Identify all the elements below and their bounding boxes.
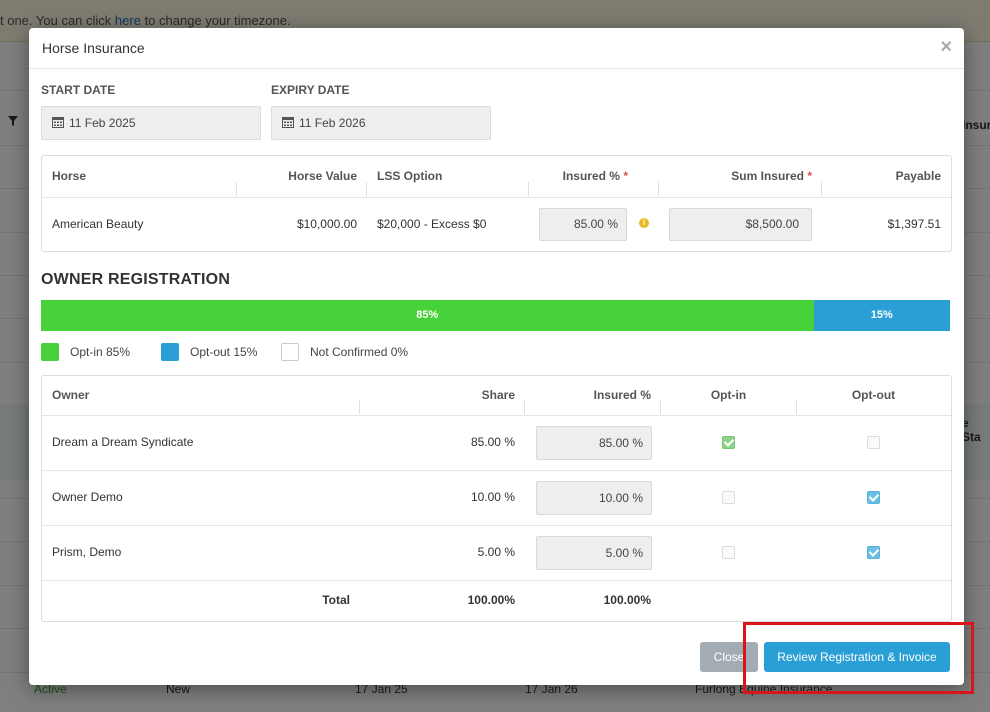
owner-name: Owner Demo [52,490,123,504]
horse-insurance-modal: Horse Insurance × START DATE 11 Feb 2025… [29,28,964,685]
owner-insured-pct-input[interactable]: 85.00 % [536,426,652,460]
modal-title: Horse Insurance [42,40,145,56]
owner-share: 85.00 % [470,435,515,449]
calendar-icon [52,117,64,128]
start-date-field[interactable]: 11 Feb 2025 [41,106,261,140]
col-owner: Owner [52,388,90,402]
close-icon[interactable]: × [940,36,952,58]
required-mark: * [807,169,812,183]
legend-opt-out: Opt-out 15% [161,343,281,361]
registration-progress-bar: 85% 15% [41,300,950,331]
owner-insured-pct-input[interactable]: 10.00 % [536,481,652,515]
col-insured-pct: Insured % * [562,169,628,183]
start-date-value: 11 Feb 2025 [69,116,136,130]
col-owner-insured-pct: Insured % [593,388,651,402]
close-button[interactable]: Close [700,642,758,672]
expiry-date-value: 11 Feb 2026 [299,116,366,130]
modal-header: Horse Insurance × [29,28,964,69]
col-share: Share [481,388,515,402]
col-payable: Payable [895,169,941,183]
calendar-icon [282,117,294,128]
opt-in-segment: 85% [41,300,814,331]
opt-in-swatch [41,343,59,361]
owner-share: 10.00 % [470,490,515,504]
owner-name: Dream a Dream Syndicate [52,435,194,449]
horse-name: American Beauty [52,217,144,231]
total-label: Total [322,593,350,607]
highlight-box [743,622,974,694]
col-horse: Horse [52,169,87,183]
opt-in-checkbox[interactable] [722,491,735,504]
owner-registration-title: OWNER REGISTRATION [41,271,231,288]
opt-out-checkbox[interactable] [867,546,880,559]
opt-in-checkbox[interactable] [722,436,735,449]
opt-out-segment: 15% [813,300,950,331]
legend-opt-in: Opt-in 85% [41,343,161,361]
owner-insured-pct-input[interactable]: 5.00 % [536,536,652,570]
legend-not-confirmed: Not Confirmed 0% [281,343,441,361]
col-sum-insured: Sum Insured * [731,169,812,183]
col-lss-option: LSS Option [377,169,443,183]
sum-insured-input[interactable]: $8,500.00 [669,208,812,241]
horse-table: Horse Horse Value LSS Option Insured % *… [41,155,952,252]
review-registration-invoice-button[interactable]: Review Registration & Invoice [764,642,950,672]
owner-name: Prism, Demo [52,545,122,559]
opt-out-checkbox[interactable] [867,436,880,449]
opt-out-checkbox[interactable] [867,491,880,504]
start-date-label: START DATE [41,83,116,97]
insured-pct-input[interactable]: 85.00 % [539,208,627,241]
opt-out-swatch [161,343,179,361]
lss-option: $20,000 - Excess $0 [377,217,487,231]
info-icon[interactable]: i [639,218,649,228]
col-horse-value: Horse Value [288,169,357,183]
not-confirmed-swatch [281,343,299,361]
opt-in-checkbox[interactable] [722,546,735,559]
required-mark: * [623,169,628,183]
total-insured-pct: 100.00% [603,593,651,607]
owner-table: Owner Share Insured % Opt-in Opt-out Dre… [41,375,952,622]
col-opt-in: Opt-in [710,388,747,402]
total-share: 100.00% [467,593,515,607]
expiry-date-field[interactable]: 11 Feb 2026 [271,106,491,140]
payable-value: $1,397.51 [887,217,941,231]
owner-share: 5.00 % [477,545,515,559]
col-opt-out: Opt-out [851,388,896,402]
expiry-date-label: EXPIRY DATE [271,83,350,97]
horse-value: $10,000.00 [296,217,357,231]
